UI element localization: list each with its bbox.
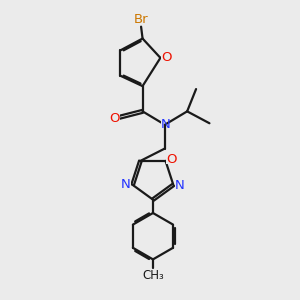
Text: N: N bbox=[160, 118, 170, 131]
Bar bbox=[121, 180, 131, 189]
Bar bbox=[134, 14, 148, 24]
Text: CH₃: CH₃ bbox=[142, 269, 164, 282]
Text: Br: Br bbox=[134, 13, 148, 26]
Bar bbox=[144, 271, 162, 280]
Text: N: N bbox=[121, 178, 131, 191]
Bar bbox=[161, 53, 172, 62]
Text: O: O bbox=[166, 153, 177, 166]
Bar bbox=[109, 114, 119, 123]
Bar bbox=[161, 120, 170, 129]
Text: O: O bbox=[109, 112, 120, 125]
Text: N: N bbox=[175, 179, 185, 192]
Bar bbox=[175, 181, 185, 190]
Bar bbox=[166, 155, 177, 164]
Text: O: O bbox=[161, 51, 172, 64]
